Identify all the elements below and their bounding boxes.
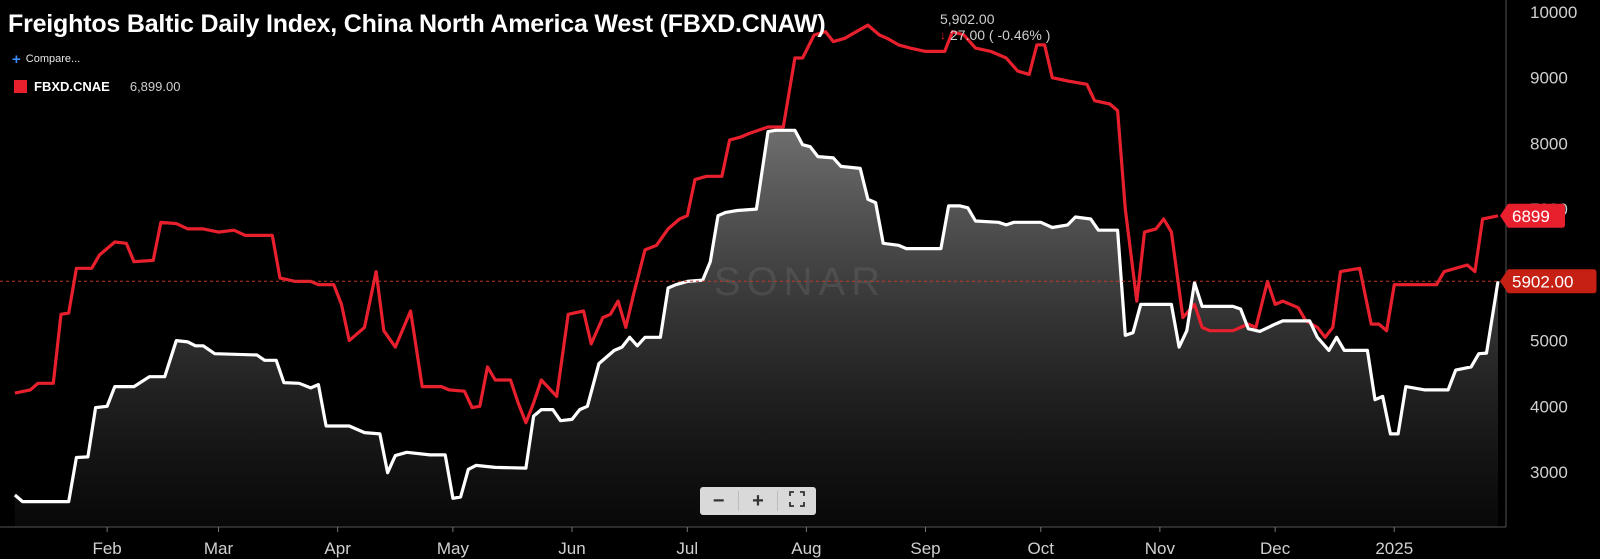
price-summary: 5,902.00 ↓ 27.00 ( -0.46% ) (940, 11, 1050, 43)
zoom-in-button[interactable]: + (752, 490, 764, 512)
x-tick-label: Jun (558, 539, 585, 558)
legend-series-name: FBXD.CNAE (34, 79, 110, 94)
x-tick-label: Oct (1028, 539, 1055, 558)
price-tag-label: 5902.00 (1512, 272, 1573, 291)
x-tick-label: Apr (324, 539, 351, 558)
legend-series-value: 6,899.00 (129, 79, 181, 94)
chart-title: Freightos Baltic Daily Index, China Nort… (8, 10, 826, 38)
fullscreen-icon (789, 491, 806, 507)
compare-label: Compare... (25, 53, 81, 65)
price-change-text: 27.00 ( -0.46% ) (950, 27, 1051, 43)
x-tick-label: Aug (791, 539, 821, 558)
y-tick-label: 5000 (1530, 332, 1568, 351)
y-tick-label: 4000 (1530, 397, 1568, 416)
y-tick-label: 9000 (1530, 69, 1568, 88)
legend-item-fbxd-cnae[interactable]: FBXD.CNAE 6,899.00 (14, 79, 180, 94)
zoom-controls: − + (700, 487, 816, 515)
price-change: ↓ 27.00 ( -0.46% ) (940, 27, 1050, 43)
y-tick-label: 8000 (1530, 134, 1568, 153)
x-tick-label: Mar (204, 539, 234, 558)
zoom-out-button[interactable]: − (712, 490, 725, 512)
compare-button[interactable]: + Compare... (12, 50, 81, 68)
y-tick-label: 3000 (1530, 463, 1568, 482)
series-area-fbxd-cnaw (14, 130, 1498, 528)
last-price: 5,902.00 (940, 11, 995, 27)
x-tick-label: Sep (910, 539, 940, 558)
x-tick-label: 2025 (1375, 539, 1413, 558)
down-arrow-icon: ↓ (940, 28, 946, 42)
x-tick-label: Feb (92, 539, 121, 558)
price-tag-label: 6899 (1512, 207, 1550, 226)
fullscreen-button[interactable] (779, 487, 815, 515)
y-tick-label: 10000 (1530, 3, 1577, 22)
x-tick-label: May (437, 539, 470, 558)
zoom-separator (777, 491, 779, 511)
x-tick-label: Jul (676, 539, 698, 558)
zoom-separator (737, 491, 739, 511)
plus-icon: + (12, 50, 21, 68)
x-tick-label: Dec (1260, 539, 1291, 558)
price-tag-fbxd-cnaw (1500, 269, 1597, 294)
legend-swatch (14, 80, 27, 93)
x-tick-label: Nov (1145, 539, 1176, 558)
price-tag-fbxd-cnae (1500, 203, 1565, 228)
